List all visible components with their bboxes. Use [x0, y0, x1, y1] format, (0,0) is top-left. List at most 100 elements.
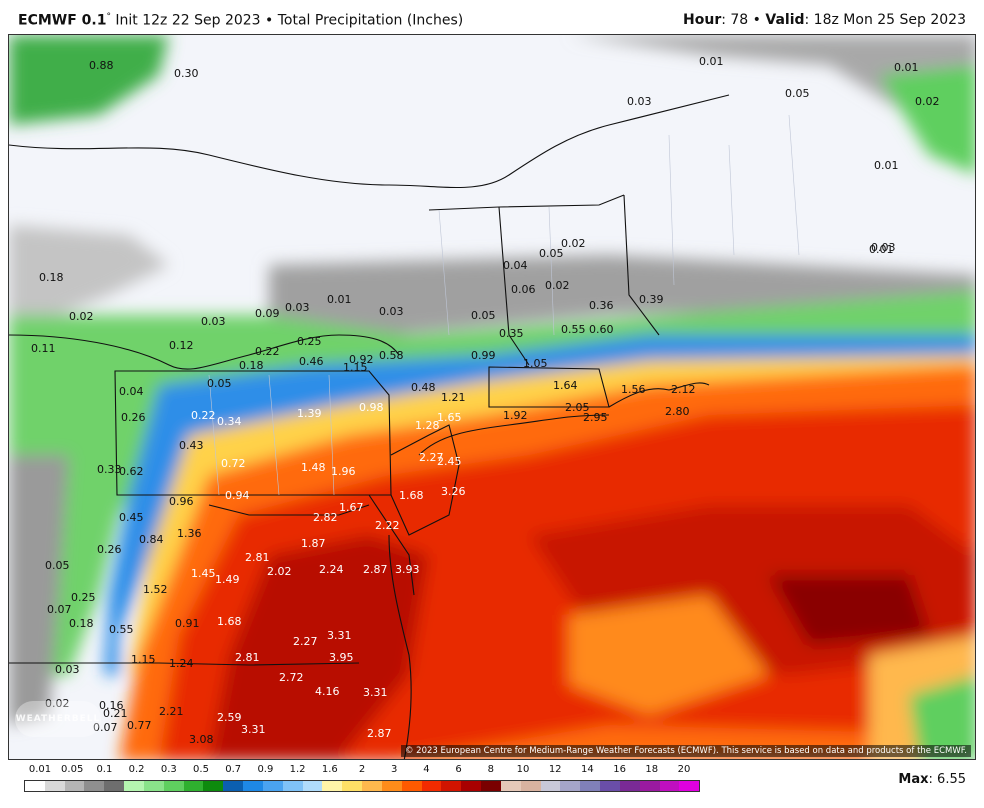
precip-value-label: 0.26: [121, 411, 146, 424]
precip-value-label: 1.65: [437, 411, 462, 424]
precip-value-label: 0.34: [217, 415, 242, 428]
precip-value-label: 0.16: [99, 699, 124, 712]
color-swatch: [540, 781, 561, 791]
precip-value-label: 0.04: [503, 259, 528, 272]
color-swatch: [659, 781, 680, 791]
precip-value-label: 0.39: [639, 293, 664, 306]
precip-value-label: 0.60: [589, 323, 614, 336]
max-value: Max: 6.55: [898, 772, 966, 787]
color-swatch: [580, 781, 601, 791]
scale-tick-label: 1.2: [289, 764, 306, 775]
precip-value-label: 0.55: [109, 623, 134, 636]
precip-value-label: 0.62: [119, 465, 144, 478]
precip-value-label: 0.03: [55, 663, 80, 676]
precip-value-label: 1.92: [503, 409, 528, 422]
precip-value-label: 0.25: [297, 335, 322, 348]
precip-value-label: 0.88: [89, 59, 114, 72]
precip-value-label: 0.02: [45, 697, 70, 710]
color-swatch: [282, 781, 303, 791]
precip-value-label: 1.39: [297, 407, 322, 420]
scale-tick-label: 12: [548, 764, 562, 775]
precip-value-label: 1.68: [217, 615, 242, 628]
precip-value-label: 2.02: [267, 565, 292, 578]
precip-value-label: 0.02: [545, 279, 570, 292]
precip-value-label: 0.21: [103, 707, 128, 720]
precip-value-label: 0.91: [175, 617, 200, 630]
precip-value-label: 0.03: [379, 305, 404, 318]
color-swatch: [619, 781, 640, 791]
color-swatch: [520, 781, 541, 791]
precip-value-label: 3.93: [395, 563, 420, 576]
precip-value-label: 2.24: [319, 563, 344, 576]
precip-value-label: 1.67: [339, 501, 364, 514]
precipitation-map[interactable]: 0.88 0.30 0.01 0.01 0.05 0.02 0.03 0.01 0.18 0.01…: [8, 34, 976, 760]
color-swatch: [25, 781, 45, 791]
precip-value-label: 0.18: [239, 359, 264, 372]
precip-value-label: 3.08: [189, 733, 214, 746]
precip-value-label: 0.01: [894, 61, 919, 74]
color-swatch: [64, 781, 85, 791]
precip-value-label: 0.03: [201, 315, 226, 328]
scale-tick-label: 0.9: [257, 764, 274, 775]
valid-time: Hour: 78 • Valid: 18z Mon 25 Sep 2023: [683, 12, 966, 28]
precip-value-label: 0.43: [179, 439, 204, 452]
max-number: : 6.55: [928, 772, 966, 787]
precip-value-label: 0.11: [31, 342, 56, 355]
precip-value-label: 1.05: [523, 357, 548, 370]
precip-value-label: 2.27: [293, 635, 318, 648]
color-swatch: [223, 781, 244, 791]
valid-label: Valid: [765, 12, 805, 28]
precip-value-label: 0.35: [499, 327, 524, 340]
color-swatch: [322, 781, 343, 791]
precip-value-label: 1.15: [343, 361, 368, 374]
color-swatch: [679, 781, 700, 791]
precip-value-label: 0.22: [255, 345, 280, 358]
precip-value-label: 0.30: [174, 67, 199, 80]
precip-value-label: 0.94: [225, 489, 250, 502]
precip-value-label: 0.26: [97, 543, 122, 556]
precip-value-label: 0.33: [97, 463, 122, 476]
precip-value-label: 0.77: [127, 719, 152, 732]
precip-value-label: 2.27: [419, 451, 444, 464]
scale-tick-label: 4: [423, 764, 430, 775]
color-bar: [24, 780, 700, 792]
precip-value-label: 0.25: [71, 591, 96, 604]
scale-tick-label: 14: [581, 764, 594, 775]
precip-value-label: 1.15: [131, 653, 156, 666]
model-name: ECMWF 0.1: [18, 12, 107, 29]
weatherbell-logo: WEATHERBELL: [15, 701, 101, 737]
precip-value-label: 2.22: [375, 519, 400, 532]
precip-value-label: 0.45: [119, 511, 144, 524]
precip-value-label: 0.01: [874, 159, 899, 172]
precip-value-label: 1.36: [177, 527, 202, 540]
scale-tick-label: 3: [391, 764, 398, 775]
precip-value-label: 3.31: [241, 723, 266, 736]
color-swatch: [163, 781, 184, 791]
precip-value-label: 0.96: [169, 495, 194, 508]
precip-value-label: 1.64: [553, 379, 578, 392]
precip-value-label: 2.72: [279, 671, 304, 684]
scale-tick-label: 0.3: [160, 764, 177, 775]
scale-tick-label: 6: [455, 764, 462, 775]
color-swatch: [381, 781, 402, 791]
scale-tick-label: 18: [645, 764, 659, 775]
precip-value-label: 0.05: [471, 309, 496, 322]
precip-value-label: 3.26: [441, 485, 466, 498]
scale-tick-label: 8: [487, 764, 494, 775]
scale-tick-label: 0.5: [193, 764, 209, 775]
precip-value-label: 2.82: [313, 511, 338, 524]
precip-value-label: 0.03: [627, 95, 652, 108]
precip-value-label: 0.05: [785, 87, 810, 100]
precip-value-label: 1.48: [301, 461, 326, 474]
precip-value-label: 1.56: [621, 383, 646, 396]
color-swatch: [639, 781, 660, 791]
precip-value-label: 1.87: [301, 537, 326, 550]
precip-value-label: 2.80: [665, 405, 690, 418]
hour-value: : 78 •: [721, 12, 766, 28]
precip-value-label: 1.45: [191, 567, 216, 580]
precip-value-label: 0.98: [359, 401, 384, 414]
precip-value-label: 2.21: [159, 705, 184, 718]
color-swatch: [203, 781, 224, 791]
color-swatch: [243, 781, 263, 791]
precip-value-label: 2.95: [583, 411, 608, 424]
